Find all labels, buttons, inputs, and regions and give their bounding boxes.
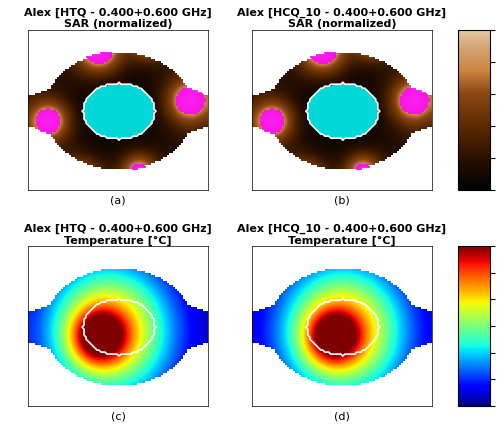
X-axis label: (b): (b) xyxy=(334,196,349,206)
Title: Alex [HTQ - 0.400+0.600 GHz]
SAR (normalized): Alex [HTQ - 0.400+0.600 GHz] SAR (normal… xyxy=(24,8,212,29)
X-axis label: (d): (d) xyxy=(334,412,350,422)
X-axis label: (a): (a) xyxy=(110,196,126,206)
Title: Alex [HCQ_10 - 0.400+0.600 GHz]
SAR (normalized): Alex [HCQ_10 - 0.400+0.600 GHz] SAR (nor… xyxy=(238,8,446,29)
Title: Alex [HCQ_10 - 0.400+0.600 GHz]
Temperature [°C]: Alex [HCQ_10 - 0.400+0.600 GHz] Temperat… xyxy=(238,223,446,246)
Title: Alex [HTQ - 0.400+0.600 GHz]
Temperature [°C]: Alex [HTQ - 0.400+0.600 GHz] Temperature… xyxy=(24,223,212,246)
X-axis label: (c): (c) xyxy=(110,412,126,422)
